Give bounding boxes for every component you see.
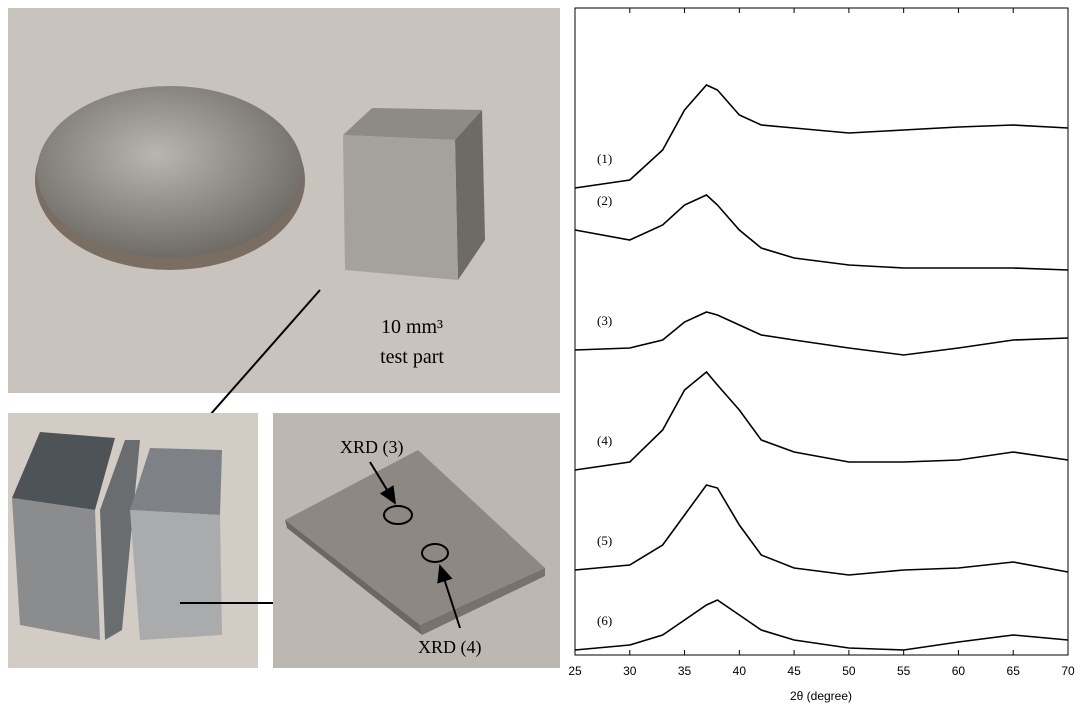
x-tick-label: 55 <box>897 664 911 678</box>
x-tick-label: 70 <box>1061 664 1075 678</box>
photo-sliced-part <box>8 413 258 668</box>
xrd-curve <box>574 84 1069 189</box>
annotation: 10 mm³ <box>381 316 443 338</box>
x-tick-label: 45 <box>787 664 801 678</box>
curve-label: (6) <box>597 613 612 628</box>
x-tick-label: 25 <box>568 664 582 678</box>
curve-label: (3) <box>597 313 612 328</box>
curve-label: (4) <box>597 433 612 448</box>
x-tick-label: 50 <box>842 664 856 678</box>
curve-label: (1) <box>597 151 612 166</box>
annotation: XRD (4) <box>418 637 482 658</box>
x-tick-label: 30 <box>623 664 637 678</box>
arrow <box>193 289 321 434</box>
annotation: XRD (3) <box>340 437 404 458</box>
annotation: test part <box>380 346 444 368</box>
xrd-curve <box>574 194 1069 271</box>
xrd-curve <box>574 370 1069 471</box>
photo-test-part <box>8 8 560 393</box>
x-axis-label: 2θ (degree) <box>790 689 852 703</box>
arrow <box>369 461 397 505</box>
curve-label: (5) <box>597 533 612 548</box>
curve-label: (2) <box>597 193 612 208</box>
photo-slice <box>273 413 560 668</box>
arrow <box>437 564 461 629</box>
xrd-curve <box>574 599 1069 651</box>
x-tick-label: 60 <box>952 664 966 678</box>
chart: 25 30 35 40 45 50 55 60 65 70 (1) (2) (3) (4) (5) (6) <box>568 8 1075 678</box>
x-tick-label: 40 <box>733 664 747 678</box>
plot-frame <box>574 7 1069 656</box>
xrd-curve <box>574 484 1069 576</box>
x-tick-label: 35 <box>678 664 692 678</box>
x-tick-label: 65 <box>1007 664 1021 678</box>
xrd-curve <box>574 311 1069 356</box>
